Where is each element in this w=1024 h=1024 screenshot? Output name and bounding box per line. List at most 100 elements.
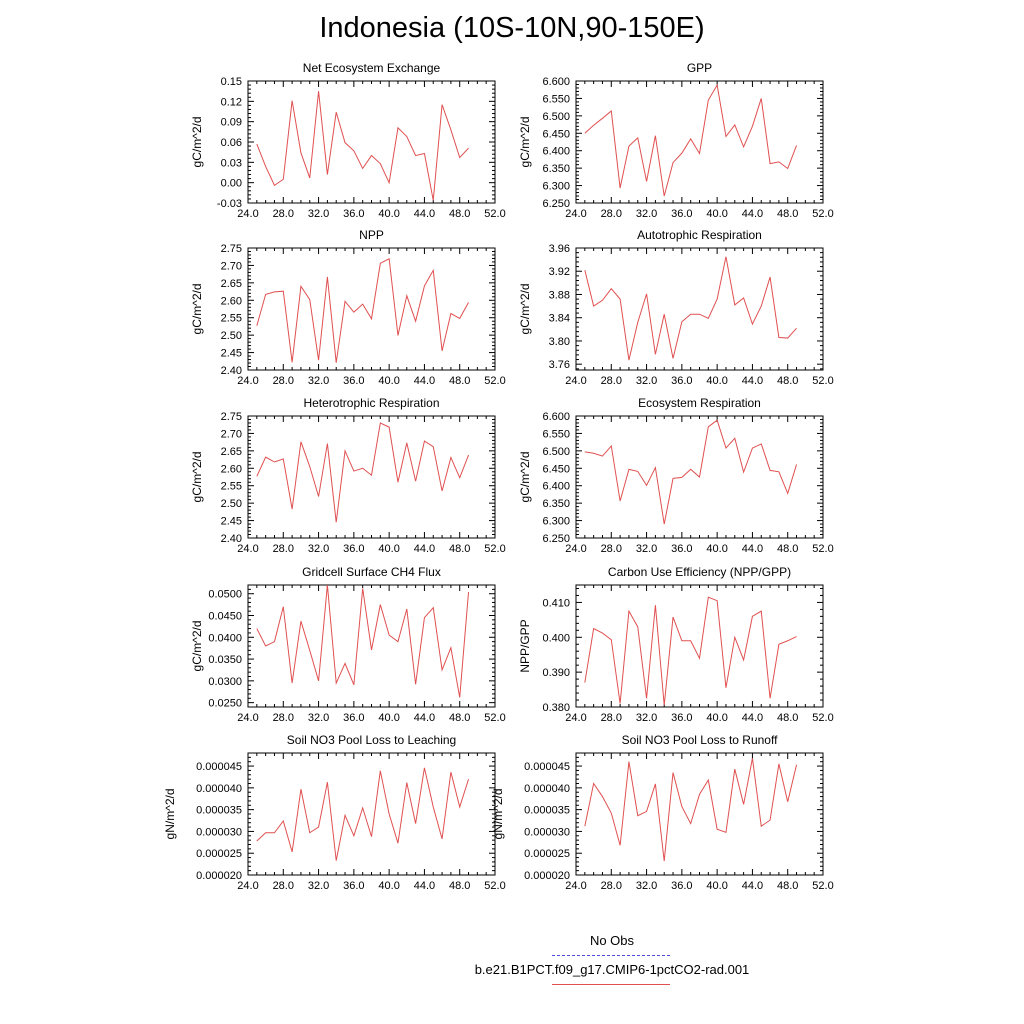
x-tick-label: 36.0: [671, 208, 692, 220]
y-tick-label: 6.550: [542, 93, 570, 105]
y-tick-label: 0.000045: [524, 761, 570, 773]
x-tick-label: 44.0: [414, 880, 435, 892]
y-tick-label: 2.55: [221, 313, 242, 325]
x-tick-label: 44.0: [742, 543, 763, 555]
y-tick-label: 6.250: [542, 533, 570, 545]
y-tick-label: 3.80: [549, 336, 570, 348]
x-tick-label: 28.0: [273, 880, 294, 892]
x-tick-label: 24.0: [237, 208, 258, 220]
x-tick-label: 32.0: [308, 375, 329, 387]
x-tick-label: 52.0: [812, 208, 833, 220]
x-tick-label: 24.0: [565, 208, 586, 220]
x-tick-label: 44.0: [414, 543, 435, 555]
x-tick-label: 36.0: [671, 375, 692, 387]
y-tick-label: 0.000020: [524, 870, 570, 882]
x-tick-label: 28.0: [601, 712, 622, 724]
y-tick-label: 0.000025: [196, 848, 242, 860]
x-tick-label: 36.0: [343, 880, 364, 892]
x-tick-label: 36.0: [343, 712, 364, 724]
x-tick-label: 36.0: [343, 375, 364, 387]
x-tick-label: 40.0: [378, 880, 399, 892]
y-axis-label: gC/m^2/d: [518, 117, 532, 168]
y-axis-label: NPP/GPP: [518, 619, 532, 672]
panel-title: Heterotrophic Respiration: [303, 396, 439, 410]
y-tick-label: 2.60: [221, 463, 242, 475]
plot-frame: [247, 415, 496, 539]
x-tick-label: 52.0: [484, 543, 505, 555]
x-tick-label: 40.0: [706, 880, 727, 892]
x-tick-label: 52.0: [484, 712, 505, 724]
y-tick-label: 2.50: [221, 330, 242, 342]
y-tick-label: 0.0450: [208, 611, 242, 623]
y-tick-label: 6.300: [542, 516, 570, 528]
chart-panel-1: Net Ecosystem Exchange gC/m^2/d 24.0 28.0 32…: [190, 61, 506, 220]
x-tick-label: 48.0: [449, 880, 470, 892]
y-tick-label: 0.12: [221, 96, 242, 108]
y-tick-label: 0.000040: [524, 783, 570, 795]
plot-frame: [575, 584, 824, 708]
y-tick-label: 0.000020: [196, 870, 242, 882]
x-tick-label: 32.0: [636, 880, 657, 892]
y-tick-label: 6.600: [542, 411, 570, 423]
x-tick-label: 32.0: [308, 880, 329, 892]
panel-title: Autotrophic Respiration: [637, 228, 762, 242]
plot-frame: [575, 80, 824, 204]
y-tick-label: 2.70: [221, 260, 242, 272]
y-tick-label: 0.400: [542, 632, 570, 644]
x-tick-label: 48.0: [777, 208, 798, 220]
y-tick-label: 6.400: [542, 146, 570, 158]
x-tick-label: 44.0: [742, 880, 763, 892]
plot-frame: [247, 752, 496, 876]
x-tick-label: 44.0: [742, 712, 763, 724]
x-tick-label: 32.0: [636, 712, 657, 724]
x-tick-label: 44.0: [742, 375, 763, 387]
x-tick-label: 52.0: [812, 543, 833, 555]
y-tick-label: 0.000035: [524, 805, 570, 817]
x-tick-label: 52.0: [484, 880, 505, 892]
y-tick-label: 0.0500: [208, 589, 242, 601]
x-tick-label: 48.0: [777, 543, 798, 555]
y-axis-label: gC/m^2/d: [190, 452, 204, 503]
plot-frame: [247, 80, 496, 204]
chart-panel-6: Ecosystem Respiration gC/m^2/d 24.0 28.0 32.…: [518, 396, 834, 555]
chart-panel-5: Heterotrophic Respiration gC/m^2/d 24.0 28.…: [190, 396, 506, 555]
y-tick-label: 6.450: [542, 463, 570, 475]
x-tick-label: 40.0: [706, 375, 727, 387]
y-tick-label: 3.96: [549, 243, 570, 255]
y-tick-label: 0.000030: [196, 826, 242, 838]
y-tick-label: 0.0250: [208, 698, 242, 710]
y-tick-label: 3.84: [549, 313, 570, 325]
x-tick-label: 28.0: [601, 208, 622, 220]
series-line-1: [256, 91, 469, 201]
panel-title: Gridcell Surface CH4 Flux: [302, 565, 441, 579]
y-tick-label: 2.50: [221, 498, 242, 510]
x-tick-label: 36.0: [671, 880, 692, 892]
y-tick-label: 6.300: [542, 181, 570, 193]
chart-panel-4: Autotrophic Respiration gC/m^2/d 24.0 28.0 3…: [518, 228, 834, 387]
panel-title: Net Ecosystem Exchange: [303, 61, 441, 75]
chart-panel-8: Carbon Use Efficiency (NPP/GPP) NPP/GPP 24…: [518, 565, 834, 724]
panel-title: Carbon Use Efficiency (NPP/GPP): [608, 565, 791, 579]
chart-panel-10: Soil NO3 Pool Loss to Runoff gN/m^2/d 24.0…: [491, 733, 834, 892]
series-line-1: [256, 584, 470, 698]
x-tick-label: 24.0: [565, 712, 586, 724]
y-tick-label: 0.03: [221, 157, 242, 169]
chart-panel-3: NPP gC/m^2/d 24.0 28.0 32.0 36.0 40.0 44.0 48.0 5…: [190, 228, 506, 387]
y-axis-label: gC/m^2/d: [518, 284, 532, 335]
x-tick-label: 44.0: [414, 712, 435, 724]
legend-model-label: b.e21.B1PCT.f09_g17.CMIP6-1pctCO2-rad.00…: [474, 962, 750, 977]
y-tick-label: 2.60: [221, 295, 242, 307]
y-tick-label: 0.0350: [208, 654, 242, 666]
y-tick-label: 0.15: [221, 76, 242, 88]
y-tick-label: 6.500: [542, 446, 570, 458]
chart-panel-7: Gridcell Surface CH4 Flux gC/m^2/d 24.0 28.…: [190, 565, 506, 724]
y-tick-label: 6.350: [542, 498, 570, 510]
x-tick-label: 52.0: [484, 375, 505, 387]
x-tick-label: 28.0: [601, 880, 622, 892]
y-tick-label: 0.380: [542, 702, 570, 714]
x-tick-label: 28.0: [273, 375, 294, 387]
panel-title: Soil NO3 Pool Loss to Runoff: [622, 733, 779, 747]
x-tick-label: 44.0: [414, 208, 435, 220]
y-tick-label: 6.350: [542, 163, 570, 175]
